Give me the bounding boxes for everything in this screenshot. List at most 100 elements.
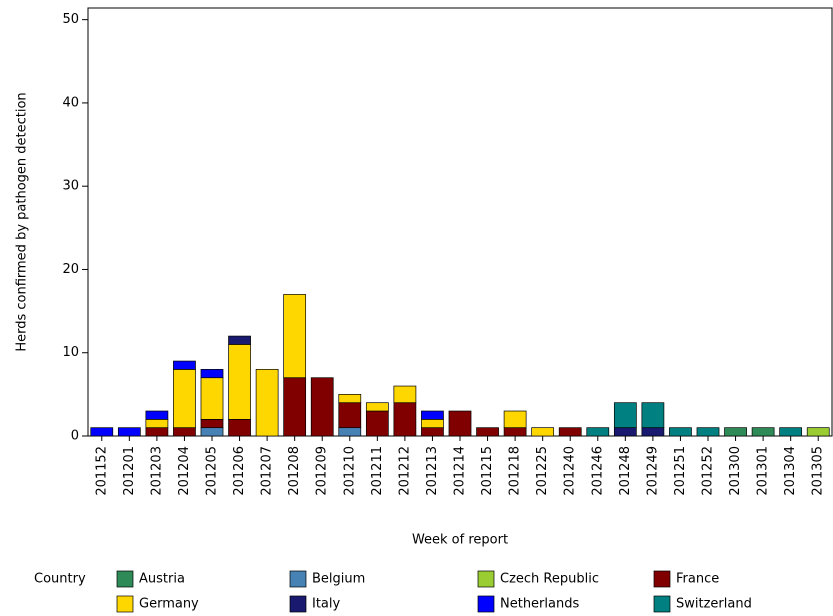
x-tick-label: 201152 (94, 446, 109, 496)
bar-segment (503, 427, 527, 437)
bar-segment (641, 402, 665, 429)
x-tick-label: 201305 (811, 446, 826, 496)
bar-segment (200, 418, 224, 429)
bar-segment (283, 294, 307, 379)
legend-label: Switzerland (676, 597, 752, 612)
bar-segment (255, 369, 279, 437)
y-tick-label: 10 (62, 345, 79, 360)
y-tick-label: 30 (62, 179, 79, 194)
y-axis-title: Herds confirmed by pathogen detection (15, 92, 30, 351)
legend-swatch (477, 595, 495, 613)
bar-segment (696, 427, 720, 437)
legend-label: Austria (139, 572, 185, 587)
bar-segment (200, 427, 224, 437)
legend-swatch (116, 570, 134, 588)
x-tick-label: 201300 (728, 446, 743, 496)
bar-segment (228, 344, 251, 420)
x-tick-label: 201209 (315, 446, 330, 496)
bar-segment (669, 427, 692, 437)
x-tick-label: 201218 (508, 446, 523, 496)
y-tick-label: 0 (71, 429, 79, 444)
x-tick-label: 201205 (205, 446, 220, 496)
legend-label: Netherlands (500, 597, 579, 612)
bar-segment (641, 427, 665, 437)
x-tick-label: 201204 (177, 446, 192, 496)
bar-segment (338, 394, 362, 404)
bar-segment (228, 335, 251, 345)
legend-swatch (653, 595, 671, 613)
bar-segment (779, 427, 803, 437)
bar-segment (393, 385, 417, 404)
bar-segment (145, 410, 169, 420)
bar-segment (117, 427, 141, 437)
x-tick-label: 201207 (260, 446, 275, 496)
bar-segment (421, 418, 444, 429)
x-tick-label: 201249 (645, 446, 660, 496)
plot-frame (87, 7, 833, 437)
x-tick-label: 201208 (287, 446, 302, 496)
bar-segment (448, 410, 472, 437)
legend-label: Germany (139, 597, 199, 612)
bar-segment (558, 427, 582, 437)
x-tick-label: 201215 (480, 446, 495, 496)
bar-segment (200, 377, 224, 420)
legend-swatch (116, 595, 134, 613)
bar-segment (145, 418, 169, 429)
legend-swatch (477, 570, 495, 588)
legend-swatch (653, 570, 671, 588)
x-tick-label: 201252 (701, 446, 716, 496)
bar-segment (228, 418, 251, 437)
legend-label: France (676, 572, 719, 587)
y-tick-label: 50 (62, 12, 79, 27)
x-tick-label: 201213 (425, 446, 440, 496)
bar-segment (613, 402, 637, 429)
x-tick-label: 201248 (618, 446, 633, 496)
bar-segment (283, 377, 307, 437)
x-tick-label: 201240 (563, 446, 578, 496)
bar-segment (173, 427, 196, 437)
legend-title: Country (34, 572, 86, 587)
bar-segment (200, 369, 224, 379)
bar-segment (421, 410, 444, 420)
bar-segment (365, 410, 389, 437)
x-tick-label: 201246 (590, 446, 605, 496)
legend-swatch (289, 570, 307, 588)
x-tick-label: 201301 (756, 446, 771, 496)
legend-label: Czech Republic (500, 572, 599, 587)
bar-segment (310, 377, 334, 437)
bar-segment (365, 402, 389, 412)
x-tick-label: 201206 (232, 446, 247, 496)
bar-segment (393, 402, 417, 437)
legend-swatch (289, 595, 307, 613)
bar-segment (173, 369, 196, 429)
bar-segment (90, 427, 114, 437)
legend-label: Italy (312, 597, 341, 612)
x-tick-label: 201212 (397, 446, 412, 496)
bar-segment (145, 427, 169, 437)
bar-segment (338, 402, 362, 429)
x-tick-label: 201203 (149, 446, 164, 496)
y-tick-label: 20 (62, 262, 79, 277)
bar-segment (806, 427, 830, 437)
bar-segment (338, 427, 362, 437)
x-tick-label: 201251 (673, 446, 688, 496)
bar-segment (421, 427, 444, 437)
y-tick-label: 40 (62, 95, 79, 110)
x-tick-label: 201225 (535, 446, 550, 496)
bar-segment (613, 427, 637, 437)
bar-segment (503, 410, 527, 429)
legend-label: Belgium (312, 572, 365, 587)
x-tick-label: 201210 (342, 446, 357, 496)
x-axis-title: Week of report (412, 533, 508, 548)
x-tick-label: 201201 (122, 446, 137, 496)
bar-segment (751, 427, 775, 437)
bar-segment (173, 360, 196, 370)
x-tick-label: 201211 (370, 446, 385, 496)
bar-segment (724, 427, 747, 437)
bar-segment (586, 427, 610, 437)
bar-segment (476, 427, 499, 437)
x-tick-label: 201214 (453, 446, 468, 496)
bar-segment (531, 427, 555, 437)
x-tick-label: 201304 (783, 446, 798, 496)
